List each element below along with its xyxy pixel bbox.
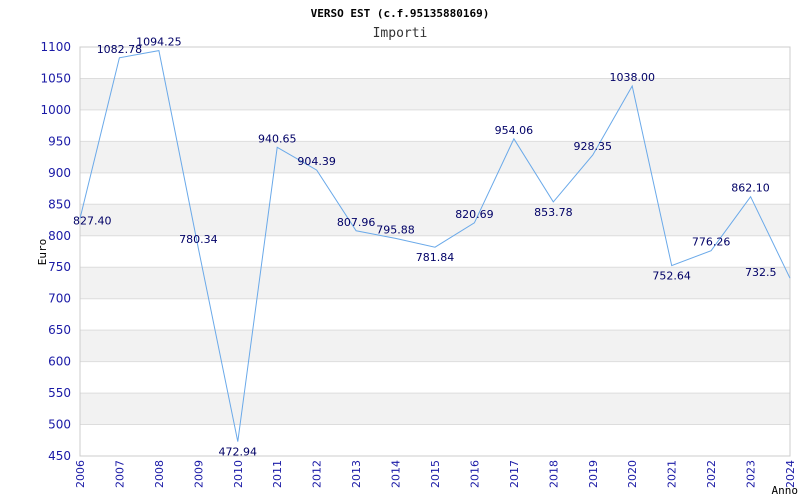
y-tick-label: 800 [48, 229, 71, 243]
x-tick-label: 2016 [468, 460, 481, 488]
data-label: 752.64 [652, 270, 691, 283]
x-tick-label: 2018 [547, 460, 560, 488]
x-tick-label: 2022 [705, 460, 718, 488]
y-tick-label: 1100 [40, 40, 71, 54]
data-label: 732.5 [745, 266, 777, 279]
x-tick-label: 2006 [74, 460, 87, 488]
y-tick-label: 1000 [40, 103, 71, 117]
y-axis-label: Euro [36, 239, 49, 266]
x-tick-label: 2024 [784, 460, 797, 488]
data-label: 853.78 [534, 206, 573, 219]
data-label: 862.10 [731, 182, 770, 195]
series-line [79, 50, 791, 442]
y-tick-label: 500 [48, 418, 71, 432]
data-label: 781.84 [416, 251, 455, 264]
x-axis-ticks: 2006 2007 2008 2009 2010 2011 2012 2013 2014 2015… [74, 460, 797, 488]
data-label: 472.94 [219, 446, 258, 459]
x-axis-label: Anno [772, 484, 799, 497]
data-label: 795.88 [376, 223, 415, 236]
grid-band [80, 393, 790, 425]
grid-band [80, 204, 790, 236]
data-label: 776.26 [692, 236, 731, 249]
data-label: 940.65 [258, 132, 297, 145]
x-tick-label: 2008 [153, 460, 166, 488]
data-label: 807.96 [337, 216, 376, 229]
grid-band [80, 267, 790, 299]
x-tick-label: 2013 [350, 460, 363, 488]
data-label: 820.69 [455, 208, 494, 221]
x-tick-label: 2011 [271, 460, 284, 488]
x-tick-label: 2012 [311, 460, 324, 488]
x-tick-label: 2019 [587, 460, 600, 488]
x-tick-label: 2023 [745, 460, 758, 488]
y-tick-label: 650 [48, 323, 71, 337]
plot-area-frame [79, 46, 791, 457]
y-tick-label: 900 [48, 166, 71, 180]
y-tick-label: 700 [48, 292, 71, 306]
x-tick-label: 2015 [429, 460, 442, 488]
grid-band [80, 141, 790, 173]
chart-title: VERSO EST (c.f.95135880169) [311, 7, 490, 20]
y-axis-ticks: 450 500 550 600 650 700 750 800 850 900 950 1000 105… [40, 40, 71, 463]
data-label: 954.06 [495, 124, 534, 137]
data-label: 827.40 [73, 215, 112, 228]
grid-bands [80, 78, 790, 425]
x-tick-label: 2007 [113, 460, 126, 488]
data-label: 1094.25 [136, 36, 182, 49]
y-tick-label: 600 [48, 355, 71, 369]
y-tick-label: 550 [48, 386, 71, 400]
y-tick-label: 450 [48, 449, 71, 463]
chart-subtitle: Importi [373, 26, 428, 41]
data-label: 1082.78 [97, 43, 143, 56]
y-tick-label: 850 [48, 197, 71, 211]
y-tick-label: 950 [48, 134, 71, 148]
x-tick-label: 2014 [390, 460, 403, 488]
data-label: 904.39 [297, 155, 336, 168]
grid-band [80, 78, 790, 110]
y-tick-label: 1050 [40, 71, 71, 85]
x-tick-label: 2020 [626, 460, 639, 488]
x-tick-label: 2021 [666, 460, 679, 488]
grid-band [80, 330, 790, 362]
x-tick-label: 2010 [232, 460, 245, 488]
data-label: 780.34 [179, 233, 218, 246]
data-label: 1038.00 [609, 71, 655, 84]
x-tick-label: 2017 [508, 460, 521, 488]
y-tick-label: 750 [48, 260, 71, 274]
x-tick-label: 2009 [192, 460, 205, 488]
data-label: 928.35 [574, 140, 613, 153]
